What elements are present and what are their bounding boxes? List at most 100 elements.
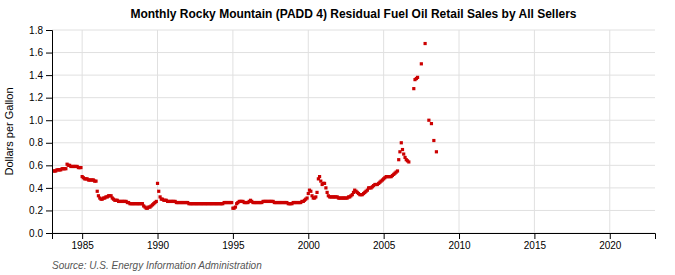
x-grid-line: [534, 30, 535, 233]
x-tick-mark: [233, 233, 234, 239]
x-axis-line: [53, 234, 656, 240]
point: [156, 182, 159, 185]
x-grid-line: [383, 30, 384, 233]
y-tick-label: 0.4: [29, 183, 43, 194]
point: [396, 169, 399, 172]
point: [230, 201, 233, 204]
y-tick-label: 1.8: [29, 25, 43, 36]
point: [157, 190, 160, 193]
point: [318, 175, 321, 178]
y-tick: 1.2: [29, 92, 52, 103]
y-tick-label: 0.8: [29, 137, 43, 148]
y-tick-mark: [46, 98, 52, 99]
point: [326, 191, 329, 194]
y-axis-title: Dollars per Gallon: [3, 87, 15, 175]
y-tick-label: 0.2: [29, 205, 43, 216]
y-tick-mark: [46, 53, 52, 54]
y-tick-mark: [46, 233, 52, 234]
point: [400, 141, 403, 144]
y-grid-line: [52, 187, 655, 188]
x-tick-label: 2020: [599, 240, 622, 251]
x-grid-line: [308, 30, 309, 233]
point: [402, 152, 405, 155]
y-axis-line: [46, 31, 53, 234]
y-tick: 1.6: [29, 47, 52, 58]
point: [401, 148, 404, 151]
x-tick: 2020: [599, 233, 622, 251]
y-tick: 0.4: [29, 183, 52, 194]
y-tick-mark: [46, 120, 52, 121]
y-grid-line: [52, 142, 655, 143]
y-tick-mark: [46, 75, 52, 76]
y-tick-label: 1.0: [29, 115, 43, 126]
x-tick-mark: [610, 233, 611, 239]
x-tick-mark: [384, 233, 385, 239]
x-tick-label: 2010: [448, 240, 471, 251]
x-tick-label: 1995: [222, 240, 245, 251]
point: [397, 158, 400, 161]
x-tick-label: 1985: [72, 240, 95, 251]
y-tick-label: 0.0: [29, 228, 43, 239]
y-tick-label: 1.2: [29, 92, 43, 103]
y-tick: 1.4: [29, 70, 52, 81]
y-grid-line: [52, 97, 655, 98]
point: [432, 139, 435, 142]
x-tick-label: 1990: [147, 240, 170, 251]
y-tick-label: 1.4: [29, 70, 43, 81]
y-tick-mark: [46, 143, 52, 144]
point: [309, 190, 312, 193]
x-tick-label: 2015: [524, 240, 547, 251]
point: [430, 122, 433, 125]
x-axis: 1985 1990 1995 2000 2005 2010 2015 2020: [53, 233, 656, 251]
point: [314, 195, 317, 198]
point: [234, 205, 237, 208]
y-tick-label: 1.6: [29, 47, 43, 58]
y-tick-mark: [46, 210, 52, 211]
point: [407, 160, 410, 163]
y-grid-line: [52, 210, 655, 211]
x-tick: 1995: [222, 233, 245, 251]
x-tick: 2010: [448, 233, 471, 251]
annotation: Source: U.S. Energy Information Administ…: [52, 260, 262, 271]
y-grid-line: [52, 165, 655, 166]
point: [96, 190, 99, 193]
y-tick: 0.8: [29, 137, 52, 148]
y-tick-mark: [46, 30, 52, 31]
y-tick-mark: [46, 188, 52, 189]
y-grid-line: [52, 30, 655, 31]
y-grid-line: [52, 52, 655, 53]
point: [420, 62, 423, 65]
point: [94, 180, 97, 183]
point: [412, 87, 415, 90]
point: [79, 166, 82, 169]
point: [64, 167, 67, 170]
point: [155, 200, 158, 203]
x-tick-label: 2000: [298, 240, 321, 251]
title: Monthly Rocky Mountain (PADD 4) Residual…: [130, 7, 576, 21]
x-tick-mark: [459, 233, 460, 239]
y-axis: 0.0 0.2 0.4 0.6 0.8 1.0 1.2 1.4 1.6 1.8: [29, 25, 52, 239]
point: [424, 42, 427, 45]
y-grid-line: [52, 75, 655, 76]
point: [435, 150, 438, 153]
y-tick: 1.8: [29, 25, 52, 36]
chart: 198519901995200020052010201520200.00.20.…: [0, 0, 675, 275]
x-grid-line: [82, 30, 83, 233]
grid: [52, 30, 655, 233]
plot-area: [52, 42, 438, 210]
x-grid-line: [609, 30, 610, 233]
y-tick-label: 0.6: [29, 160, 43, 171]
x-tick-mark: [158, 233, 159, 239]
y-tick: 1.0: [29, 115, 52, 126]
point: [427, 119, 430, 122]
y-tick: 0.2: [29, 205, 52, 216]
x-tick-label: 2005: [373, 240, 396, 251]
point: [324, 186, 327, 189]
x-tick: 2005: [373, 233, 396, 251]
point: [416, 76, 419, 79]
point: [305, 196, 308, 199]
x-tick: 1990: [147, 233, 170, 251]
y-grid-line: [52, 120, 655, 121]
x-tick: 2000: [298, 233, 321, 251]
y-tick: 0.0: [29, 228, 52, 239]
